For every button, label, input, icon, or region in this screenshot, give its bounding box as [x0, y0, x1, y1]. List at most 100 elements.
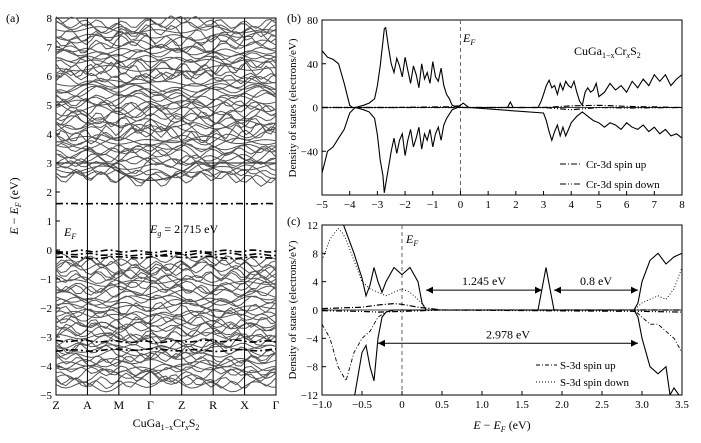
panel-b-compound-label: CuGa1−xCrxS2 [574, 44, 641, 60]
x-tick-label: 8 [679, 199, 685, 211]
band-line [55, 285, 277, 302]
y-tick-label: 0 [47, 245, 53, 257]
gap-annotation: 0.8 eV [554, 274, 638, 294]
y-tick-label: 4 [47, 129, 53, 141]
x-tick-label: 3.0 [635, 399, 649, 411]
band-line [55, 129, 277, 146]
y-tick-label: 2 [47, 187, 53, 199]
x-tick-label: 2 [513, 199, 519, 211]
panel-b-y-axis-title: Density of states (electrons/eV) [287, 38, 299, 177]
band-line [55, 31, 277, 41]
impurity-band-line [55, 252, 277, 257]
band-line [55, 47, 277, 63]
y-tick-label: 5 [47, 100, 53, 112]
panel-c-legend-down: S-3d spin down [560, 377, 630, 389]
band-line [55, 343, 277, 360]
x-tick-label: 6 [624, 199, 630, 211]
impurity-band-line [55, 249, 277, 254]
kpoint-label: Z [178, 398, 185, 412]
x-tick-label: −4 [344, 199, 356, 211]
x-tick-label: 0.5 [435, 399, 449, 411]
band-line [55, 138, 277, 153]
band-line [55, 294, 277, 310]
band-line [55, 283, 277, 298]
panel-c-label: (c) [287, 214, 300, 228]
y-tick-label: −1 [40, 274, 52, 286]
kpoint-label: Z [52, 398, 59, 412]
band-line [55, 311, 277, 326]
band-line [55, 169, 277, 178]
impurity-band-line [55, 339, 277, 344]
band-line [55, 15, 277, 34]
band-line [55, 92, 277, 101]
band-line [55, 112, 277, 125]
band-line [55, 144, 277, 165]
y-tick-label: 8 [313, 248, 319, 260]
dos-series-total-down [322, 106, 682, 193]
annotation-bg [456, 275, 512, 289]
panel-c-ticks: −1.0 −0.5 0 0.5 1.0 1.5 2.0 2.5 3.0 3.5 −12 −8 −4 0 4 8… [301, 220, 690, 411]
dos-series-cr-3d-spin-down [322, 106, 682, 111]
band-line [55, 365, 277, 383]
y-tick-label: −4 [306, 333, 318, 345]
band-line [55, 255, 277, 270]
band-line [55, 85, 277, 104]
band-line [55, 105, 277, 121]
impurity-band-line [55, 202, 277, 205]
panel-c-fermi-label: EF [405, 232, 418, 248]
band-line [55, 34, 277, 49]
band-line [55, 147, 277, 168]
panel-c-legend: S-3d spin up S-3d spin down [536, 360, 630, 389]
band-line [55, 122, 277, 142]
y-tick-label: −12 [301, 390, 318, 402]
arrow-head-left [554, 286, 561, 294]
band-line [55, 352, 277, 368]
panel-b-dos: −5 −4 −3 −2 −1 0 1 2 3 4 5 6 7 8 −40 0 40 80 (b) EF CuGa1… [287, 11, 685, 211]
band-line [55, 314, 277, 330]
panel-b-fermi-label: EF [462, 31, 475, 47]
band-line [55, 45, 277, 55]
band-line [55, 105, 277, 127]
band-line [55, 266, 277, 282]
band-line [55, 155, 277, 177]
y-tick-label: −5 [40, 390, 52, 402]
impurity-band-line [55, 254, 277, 260]
dos-series-total-up [322, 26, 682, 109]
dos-series-s-3d-spin-down [322, 227, 682, 311]
x-tick-label: 1 [485, 199, 491, 211]
panel-a-gap-label: Eg = 2.715 eV [149, 222, 218, 238]
x-tick-label: 2.0 [555, 399, 569, 411]
arrow-head-right [631, 286, 638, 294]
y-tick-label: 80 [307, 15, 319, 27]
panel-b-legend-down: Cr-3d spin down [586, 179, 660, 191]
band-line [55, 15, 277, 30]
annotation-label: 2.978 eV [486, 327, 530, 341]
kpoint-label: R [209, 398, 217, 412]
kpoint-label: Γ [273, 398, 280, 412]
x-tick-label: −3 [372, 199, 384, 211]
x-tick-label: 1.0 [475, 399, 489, 411]
band-line [55, 321, 277, 333]
panel-b-curves [322, 20, 682, 195]
band-line [55, 368, 277, 385]
x-tick-label: 2.5 [595, 399, 609, 411]
x-tick-label: 4 [568, 199, 574, 211]
band-line [55, 69, 277, 80]
band-line [55, 111, 277, 132]
panel-c-curves [322, 225, 682, 395]
band-line [55, 275, 277, 295]
band-line [55, 61, 277, 82]
x-tick-label: 1.5 [515, 399, 529, 411]
band-line [55, 301, 277, 319]
annotation-bg [574, 275, 618, 289]
kpoint-label: Γ [147, 398, 154, 412]
band-line [55, 142, 277, 155]
y-tick-label: 12 [307, 220, 318, 232]
band-line [55, 163, 277, 174]
band-line [55, 321, 277, 338]
band-line [55, 262, 277, 280]
y-tick-label: 0 [313, 305, 319, 317]
x-tick-label: −5 [316, 199, 328, 211]
